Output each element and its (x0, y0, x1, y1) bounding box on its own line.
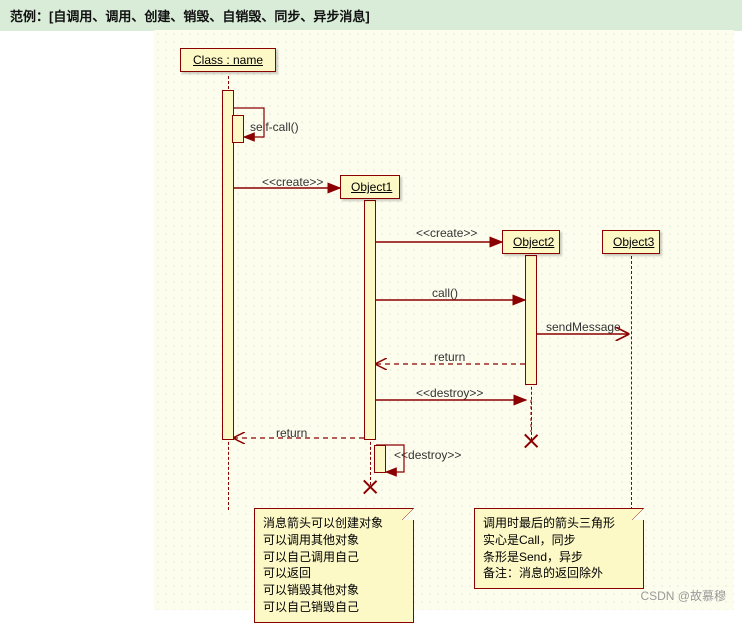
note-left: 消息箭头可以创建对象 可以调用其他对象 可以自己调用自己 可以返回 可以销毁其他… (254, 508, 414, 623)
activation-class-self (232, 115, 244, 143)
label-return1: return (276, 426, 307, 440)
note-left-l4: 可以销毁其他对象 (263, 582, 405, 599)
label-class: Class : name (193, 53, 263, 67)
note-right-l2: 条形是Send，异步 (483, 549, 635, 566)
note-left-l2: 可以自己调用自己 (263, 549, 405, 566)
label-create1: <<create>> (262, 175, 323, 189)
label-send: sendMessage (546, 320, 621, 334)
box-object3: Object3 (602, 230, 660, 254)
activation-object2 (525, 255, 537, 385)
note-right: 调用时最后的箭头三角形 实心是Call，同步 条形是Send，异步 备注：消息的… (474, 508, 644, 589)
example-header: 范例：[自调用、调用、创建、销毁、自销毁、同步、异步消息] (0, 0, 742, 31)
note-left-l3: 可以返回 (263, 565, 405, 582)
label-selfdestroy: <<destroy>> (394, 448, 461, 462)
note-left-l1: 可以调用其他对象 (263, 532, 405, 549)
destroy-x-object1 (361, 478, 379, 496)
label-object2: Object2 (513, 235, 554, 249)
box-object2: Object2 (502, 230, 560, 254)
activation-object1-self (374, 445, 386, 473)
note-right-l1: 实心是Call，同步 (483, 532, 635, 549)
label-destroy2: <<destroy>> (416, 386, 483, 400)
note-left-l5: 可以自己销毁自己 (263, 599, 405, 616)
label-call: call() (432, 286, 458, 300)
activation-object1 (364, 200, 376, 440)
note-right-l3: 备注：消息的返回除外 (483, 565, 635, 582)
label-selfcall: self-call() (250, 120, 299, 134)
label-create2: <<create>> (416, 226, 477, 240)
diagram-canvas: Class : name Object1 Object2 Object3 sel… (154, 30, 734, 610)
box-class: Class : name (180, 48, 276, 72)
box-object1: Object1 (340, 175, 400, 199)
label-object1: Object1 (351, 180, 392, 194)
note-right-l0: 调用时最后的箭头三角形 (483, 515, 635, 532)
label-object3: Object3 (613, 235, 654, 249)
watermark: CSDN @故慕穆 (640, 587, 726, 604)
label-return2: return (434, 350, 465, 364)
note-left-l0: 消息箭头可以创建对象 (263, 515, 405, 532)
destroy-x-object2 (522, 432, 540, 450)
lifeline-object3 (631, 256, 632, 510)
